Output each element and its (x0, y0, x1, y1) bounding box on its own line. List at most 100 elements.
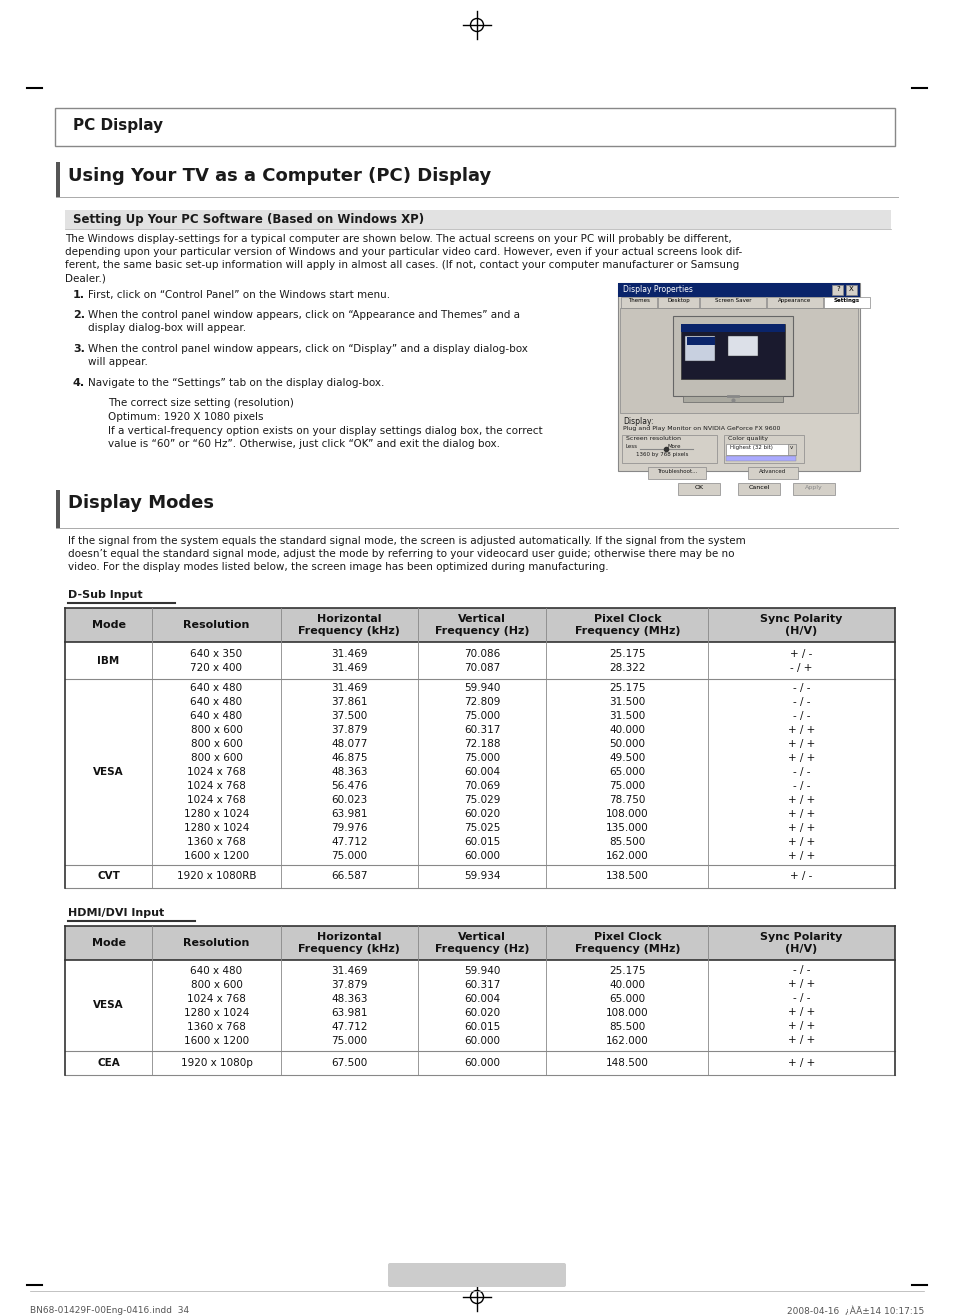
Text: Highest (32 bit): Highest (32 bit) (729, 444, 772, 450)
Text: When the control panel window appears, click on “Appearance and Themes” and a
di: When the control panel window appears, c… (88, 310, 519, 333)
Text: More: More (667, 444, 680, 448)
Text: OK: OK (694, 485, 702, 490)
Bar (678, 483, 720, 494)
Text: Optimum: 1920 X 1080 pixels: Optimum: 1920 X 1080 pixels (108, 412, 263, 422)
Text: Navigate to the “Settings” tab on the display dialog-box.: Navigate to the “Settings” tab on the di… (88, 377, 384, 388)
Text: 66.587: 66.587 (331, 872, 367, 881)
Text: Display Modes: Display Modes (68, 494, 213, 512)
Text: 59.940
60.317
60.004
60.020
60.015
60.000: 59.940 60.317 60.004 60.020 60.015 60.00… (463, 965, 499, 1045)
Bar (621, 435, 717, 463)
Text: ?: ? (835, 285, 839, 292)
Bar (723, 435, 803, 463)
Bar (65, 642, 894, 679)
Text: 70.086
70.087: 70.086 70.087 (463, 648, 499, 672)
Text: VESA: VESA (93, 767, 124, 777)
Text: 1.: 1. (73, 291, 85, 300)
Text: 25.175
28.322: 25.175 28.322 (608, 648, 645, 672)
Text: - / -
+ / +
- / -
+ / +
+ / +
+ / +: - / - + / + - / - + / + + / + + / + (787, 965, 815, 1045)
Bar (792, 483, 834, 494)
Text: - / -
- / -
- / -
+ / +
+ / +
+ / +
- / -
- / -
+ / +
+ / +
+ / +
+ / +
+ / +: - / - - / - - / - + / + + / + + / + - / … (787, 682, 815, 861)
Text: Resolution: Resolution (183, 619, 250, 630)
Text: + / +: + / + (787, 1057, 815, 1068)
Text: Vertical
Frequency (Hz): Vertical Frequency (Hz) (435, 614, 529, 635)
Text: PC Display: PC Display (73, 118, 163, 133)
Text: If the signal from the system equals the standard signal mode, the screen is adj: If the signal from the system equals the… (68, 537, 745, 572)
Text: First, click on “Control Panel” on the Windows start menu.: First, click on “Control Panel” on the W… (88, 291, 390, 300)
Bar (727, 337, 758, 356)
Text: IBM: IBM (97, 655, 119, 665)
Text: Pixel Clock
Frequency (MHz): Pixel Clock Frequency (MHz) (574, 932, 679, 953)
Text: 640 x 480
800 x 600
1024 x 768
1280 x 1024
1360 x 768
1600 x 1200: 640 x 480 800 x 600 1024 x 768 1280 x 10… (184, 965, 249, 1045)
Text: Display Properties: Display Properties (622, 285, 692, 295)
Text: + / -
- / +: + / - - / + (790, 648, 812, 672)
Text: Pixel Clock
Frequency (MHz): Pixel Clock Frequency (MHz) (574, 614, 679, 635)
Text: 60.000: 60.000 (463, 1057, 499, 1068)
Bar (65, 1051, 894, 1074)
Text: 31.469
37.861
37.500
37.879
48.077
46.875
48.363
56.476
60.023
63.981
79.976
47.: 31.469 37.861 37.500 37.879 48.077 46.87… (331, 682, 367, 861)
Bar (658, 297, 699, 308)
Bar (766, 297, 822, 308)
Text: 148.500: 148.500 (605, 1057, 648, 1068)
Text: If a vertical-frequency option exists on your display settings dialog box, the c: If a vertical-frequency option exists on… (108, 426, 542, 450)
Bar (823, 297, 869, 308)
Text: 1360 by 768 pixels: 1360 by 768 pixels (636, 452, 688, 458)
Text: 31.469
37.879
48.363
63.981
47.712
75.000: 31.469 37.879 48.363 63.981 47.712 75.00… (331, 965, 367, 1045)
Text: Display:: Display: (622, 417, 653, 426)
Text: Settings: Settings (833, 299, 860, 302)
Bar (65, 864, 894, 888)
Text: When the control panel window appears, click on “Display” and a display dialog-b: When the control panel window appears, c… (88, 345, 527, 367)
Bar (647, 467, 705, 479)
Bar (619, 308, 857, 413)
Text: Horizontal
Frequency (kHz): Horizontal Frequency (kHz) (298, 614, 400, 635)
Text: Themes: Themes (627, 299, 649, 302)
Text: 138.500: 138.500 (605, 872, 648, 881)
Text: Plug and Play Monitor on NVIDIA GeForce FX 9600: Plug and Play Monitor on NVIDIA GeForce … (622, 426, 780, 431)
Text: BN68-01429F-00Eng-0416.indd  34: BN68-01429F-00Eng-0416.indd 34 (30, 1306, 189, 1315)
Text: Advanced: Advanced (759, 469, 786, 473)
Bar (618, 283, 859, 297)
Text: VESA: VESA (93, 1001, 124, 1010)
Bar (56, 162, 60, 197)
Text: 31.469
31.469: 31.469 31.469 (331, 648, 367, 672)
Text: Less: Less (625, 444, 638, 448)
Text: Screen resolution: Screen resolution (625, 437, 680, 441)
Bar (684, 337, 714, 362)
Text: The correct size setting (resolution): The correct size setting (resolution) (108, 398, 294, 408)
Bar (686, 337, 714, 345)
Bar (56, 490, 60, 529)
Text: HDMI/DVI Input: HDMI/DVI Input (68, 907, 164, 918)
Text: CEA: CEA (97, 1057, 120, 1068)
Bar (672, 316, 792, 396)
Text: v: v (789, 444, 792, 450)
Text: Sync Polarity
(H/V): Sync Polarity (H/V) (760, 614, 841, 635)
Bar (680, 323, 784, 379)
Text: 640 x 350
720 x 400: 640 x 350 720 x 400 (191, 648, 242, 672)
Text: 4.: 4. (73, 377, 85, 388)
Text: 25.175
40.000
65.000
108.000
85.500
162.000: 25.175 40.000 65.000 108.000 85.500 162.… (605, 965, 648, 1045)
Text: Appearance: Appearance (778, 299, 811, 302)
Bar (725, 444, 795, 455)
FancyBboxPatch shape (388, 1262, 565, 1287)
Text: Screen Saver: Screen Saver (714, 299, 750, 302)
Text: Apply: Apply (804, 485, 822, 490)
Text: 640 x 480
640 x 480
640 x 480
800 x 600
800 x 600
800 x 600
1024 x 768
1024 x 76: 640 x 480 640 x 480 640 x 480 800 x 600 … (184, 682, 249, 861)
Bar (700, 297, 765, 308)
Text: Desktop: Desktop (666, 299, 689, 302)
Bar (65, 960, 894, 1051)
Text: Setting Up Your PC Software (Based on Windows XP): Setting Up Your PC Software (Based on Wi… (73, 213, 424, 226)
Bar (831, 285, 842, 295)
Text: CVT: CVT (97, 872, 120, 881)
Text: 59.934: 59.934 (463, 872, 499, 881)
Bar (725, 456, 795, 462)
Text: Mode: Mode (91, 938, 126, 948)
Bar (620, 297, 657, 308)
Text: Sync Polarity
(H/V): Sync Polarity (H/V) (760, 932, 841, 953)
Text: 1920 x 1080p: 1920 x 1080p (180, 1057, 253, 1068)
Text: Using Your TV as a Computer (PC) Display: Using Your TV as a Computer (PC) Display (68, 167, 491, 185)
Text: Horizontal
Frequency (kHz): Horizontal Frequency (kHz) (298, 932, 400, 953)
Text: Mode: Mode (91, 619, 126, 630)
Text: 25.175
31.500
31.500
40.000
50.000
49.500
65.000
75.000
78.750
108.000
135.000
8: 25.175 31.500 31.500 40.000 50.000 49.50… (605, 682, 648, 861)
Text: D-Sub Input: D-Sub Input (68, 590, 143, 600)
Bar (682, 396, 782, 402)
Bar (618, 283, 859, 471)
